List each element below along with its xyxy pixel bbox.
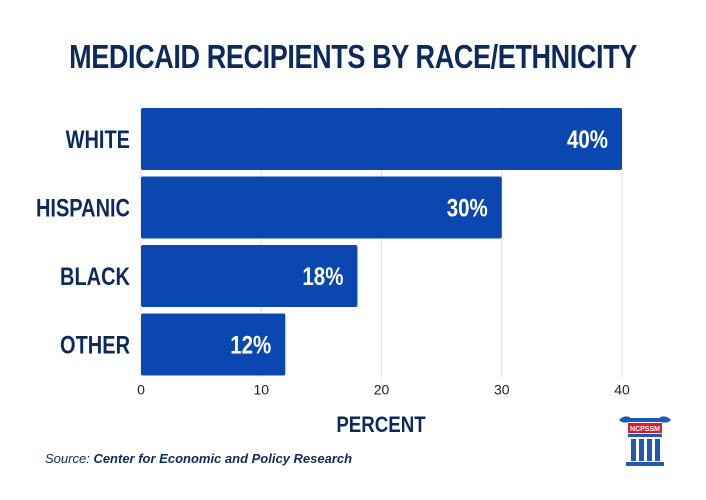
chart-title: MEDICAID RECIPIENTS BY RACE/ETHNICITY <box>69 38 637 75</box>
x-tick-label: 20 <box>374 382 390 398</box>
bar-white <box>141 108 622 170</box>
bar-hispanic <box>141 176 502 239</box>
column-pillar-icon <box>619 416 671 466</box>
x-tick-label: 0 <box>137 382 145 398</box>
logo-text: NCPSSM <box>630 426 660 433</box>
category-label: WHITE <box>66 126 130 154</box>
ncpssm-logo: NCPSSM <box>619 416 671 466</box>
x-tick-label: 40 <box>614 382 630 398</box>
bars: WHITE 40% HISPANIC 30% BLACK 18% OTHER 12% <box>36 108 622 376</box>
bar-black <box>141 245 358 307</box>
data-label: 30% <box>447 194 488 222</box>
source-text: Center for Economic and Policy Research <box>93 451 353 466</box>
source-label: Source: <box>45 451 90 466</box>
x-axis-ticks: 0 10 20 30 40 <box>137 382 630 398</box>
bar-other <box>141 313 286 376</box>
category-label: BLACK <box>60 263 131 291</box>
x-axis-label: PERCENT <box>336 414 426 438</box>
category-label: HISPANIC <box>36 194 130 222</box>
x-tick-label: 30 <box>494 382 510 398</box>
x-tick-label: 10 <box>253 382 269 398</box>
data-label: 18% <box>302 262 343 290</box>
data-label: 12% <box>230 331 271 359</box>
data-label: 40% <box>567 125 608 153</box>
source-note: Source: Center for Economic and Policy R… <box>45 451 352 466</box>
category-label: OTHER <box>60 331 130 359</box>
